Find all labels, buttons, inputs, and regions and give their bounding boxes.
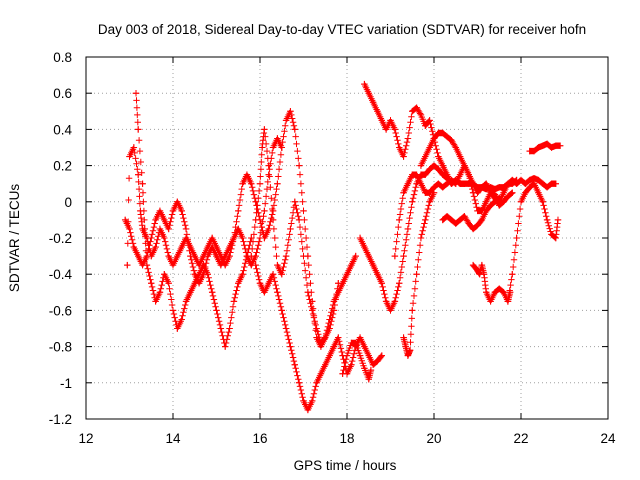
series-sat-03 — [121, 135, 285, 287]
series-sat-04 — [252, 261, 385, 414]
x-tick-labels: 12 14 16 18 20 22 24 — [78, 431, 616, 446]
data-points — [121, 80, 564, 414]
series-markers — [252, 261, 385, 414]
series-sat-12 — [504, 180, 562, 305]
axis-ticks — [85, 56, 609, 420]
y-tick-label: -0.6 — [49, 303, 72, 318]
y-axis-label: SDTVAR / TECUs — [7, 184, 22, 293]
y-tick-label: -0.4 — [49, 267, 73, 282]
series-sat-01 — [124, 108, 359, 350]
x-tick-label: 24 — [600, 431, 616, 446]
series-markers — [504, 180, 562, 305]
series-markers — [439, 195, 503, 233]
x-tick-label: 16 — [252, 431, 267, 446]
y-tick-labels: -1.2 -1 -0.8 -0.6 -0.4 -0.2 0 0.2 0.4 0.6 0.8 — [49, 50, 73, 427]
y-tick-label: 0.6 — [53, 86, 72, 101]
series-sat-05 — [248, 126, 342, 347]
series-markers — [124, 108, 359, 350]
series-markers — [469, 261, 514, 305]
y-tick-label: 0.8 — [53, 50, 72, 65]
series-sat-13 — [526, 140, 564, 155]
chart-title: Day 003 of 2018, Sidereal Day-to-day VTE… — [98, 22, 586, 37]
x-tick-label: 20 — [426, 431, 441, 446]
x-tick-label: 18 — [339, 431, 354, 446]
series-markers — [361, 80, 468, 187]
series-markers — [391, 162, 516, 260]
series-sat-14 — [339, 339, 375, 383]
series-markers — [339, 339, 375, 383]
y-tick-label: 0 — [64, 195, 72, 210]
series-markers — [248, 126, 342, 347]
x-tick-label: 12 — [78, 431, 93, 446]
y-tick-label: -1.2 — [49, 412, 72, 427]
x-tick-label: 14 — [165, 431, 181, 446]
y-tick-label: -0.2 — [49, 231, 72, 246]
y-tick-label: -1 — [60, 376, 72, 391]
series-markers — [526, 140, 564, 155]
x-axis-label: GPS time / hours — [294, 458, 397, 473]
series-sat-07 — [361, 80, 468, 187]
x-tick-label: 22 — [513, 431, 528, 446]
y-tick-label: -0.8 — [49, 340, 72, 355]
series-sat-11 — [469, 261, 514, 305]
series-sat-15 — [400, 189, 438, 359]
series-markers — [122, 135, 285, 287]
y-tick-label: 0.2 — [53, 159, 72, 174]
series-sat-09 — [391, 162, 516, 260]
series-markers — [400, 189, 438, 359]
series-sat-10 — [439, 194, 503, 233]
y-tick-label: 0.4 — [53, 122, 72, 137]
